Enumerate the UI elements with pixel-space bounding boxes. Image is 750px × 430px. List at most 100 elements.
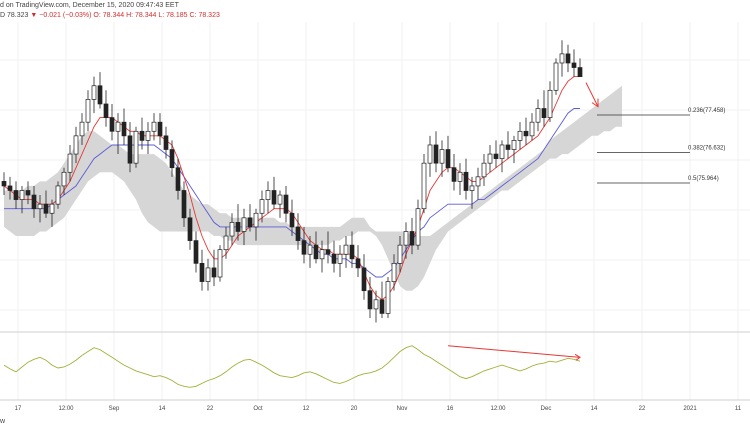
oscillator-line — [3, 345, 581, 388]
candle-body — [355, 258, 361, 269]
candle-body — [253, 212, 259, 228]
candle — [85, 90, 91, 132]
candle — [433, 131, 439, 173]
candle — [49, 199, 55, 227]
candle-body — [13, 190, 19, 200]
candle — [37, 195, 43, 223]
candle-body — [31, 194, 37, 210]
candle — [511, 135, 517, 164]
candle-body — [505, 144, 511, 150]
fib-label: 0.236(77.458) — [688, 108, 725, 114]
candle — [25, 181, 31, 205]
candle-body — [529, 121, 535, 137]
candle-body — [139, 130, 145, 141]
candle-body — [61, 171, 67, 187]
candle-body — [25, 190, 31, 196]
candle-body — [223, 235, 229, 251]
candle — [409, 217, 415, 255]
candle — [169, 140, 175, 177]
x-tick-label: 12:00 — [58, 406, 74, 412]
header-title: d on TradingView.com, December 15, 2020 … — [0, 2, 179, 9]
candle — [421, 154, 427, 214]
candle — [469, 176, 475, 209]
candle — [373, 290, 379, 323]
candle — [13, 181, 19, 209]
divergence-arrow-head — [574, 353, 581, 361]
x-tick-label: 2021 — [683, 406, 697, 412]
candle — [91, 76, 97, 114]
x-tick-label: Nov — [397, 406, 408, 412]
candle-body — [49, 203, 55, 214]
candle — [319, 240, 325, 273]
candle — [181, 181, 187, 227]
candle-body — [547, 89, 553, 118]
candle-body — [193, 240, 199, 264]
candle-body — [289, 212, 295, 228]
candle-body — [19, 190, 25, 200]
candle — [7, 176, 13, 200]
candle — [499, 140, 505, 173]
candle-body — [535, 108, 541, 123]
candle-body — [391, 263, 397, 282]
annotations — [585, 82, 599, 108]
candle — [547, 81, 553, 123]
candle-body — [73, 135, 79, 155]
price-prefix: D — [0, 12, 6, 19]
candle-body — [43, 203, 49, 214]
candle-body — [37, 203, 43, 210]
candle-body — [511, 140, 517, 150]
candle — [337, 245, 343, 278]
candle — [121, 108, 127, 145]
candle-body — [247, 217, 253, 228]
candle-body — [199, 263, 205, 282]
candle-body — [181, 190, 187, 219]
candle — [427, 135, 433, 177]
candle — [379, 281, 385, 318]
candle-body — [211, 267, 217, 278]
candle — [367, 277, 373, 318]
candle — [223, 226, 229, 259]
candle-body — [235, 222, 241, 232]
candle — [229, 213, 235, 246]
candle-body — [151, 121, 157, 132]
candle-body — [115, 121, 121, 132]
candle — [259, 190, 265, 223]
candle-body — [187, 217, 193, 241]
candle — [463, 158, 469, 200]
candle-body — [295, 226, 301, 241]
candles-layer — [1, 40, 583, 323]
candle-body — [259, 199, 265, 214]
candle — [307, 236, 313, 268]
candle — [361, 254, 367, 300]
candle — [109, 103, 115, 141]
candle — [103, 90, 109, 127]
candle — [559, 40, 565, 77]
candle-body — [571, 62, 577, 68]
candle — [565, 44, 571, 73]
candle-body — [265, 190, 271, 200]
candle — [541, 90, 547, 127]
candle — [553, 58, 559, 95]
candle-body — [169, 149, 175, 169]
candle — [217, 245, 223, 282]
candle-body — [79, 121, 85, 137]
candle-body — [499, 144, 505, 159]
candle — [331, 240, 337, 273]
candle-body — [121, 121, 127, 137]
candle — [253, 208, 259, 241]
candle-body — [367, 290, 373, 310]
candle-body — [319, 249, 325, 260]
candle-body — [565, 53, 571, 64]
candle-body — [163, 135, 169, 150]
candle-body — [271, 190, 277, 205]
candle-body — [445, 149, 451, 169]
divergence-arrow — [447, 345, 581, 358]
candle — [355, 245, 361, 278]
candle — [481, 154, 487, 186]
candle-body — [241, 217, 247, 232]
candle — [325, 231, 331, 264]
grid-layer — [0, 22, 750, 401]
candle — [139, 117, 145, 150]
